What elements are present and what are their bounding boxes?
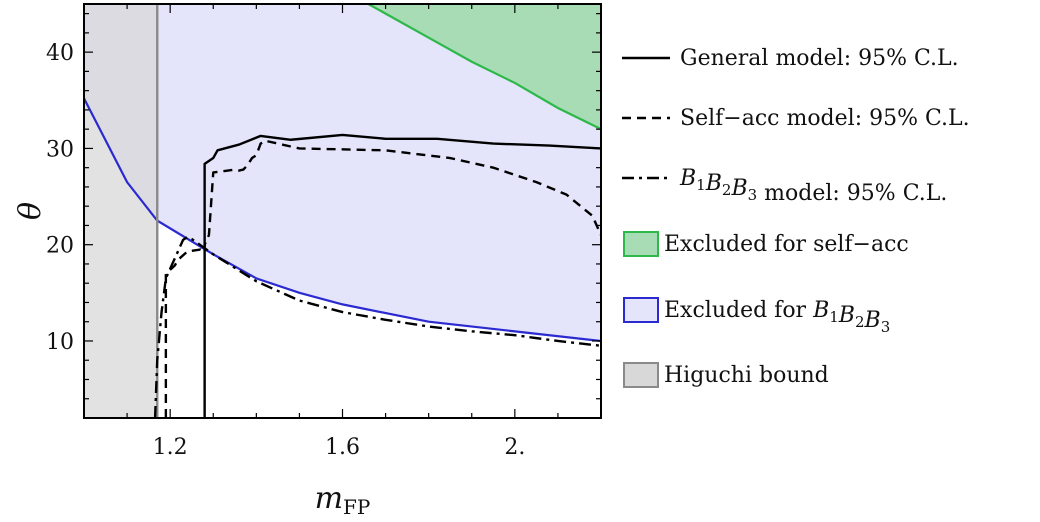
legend-label: General model: 95% C.L.: [680, 46, 959, 71]
legend-label: B1B2B3 model: 95% C.L.: [679, 166, 947, 206]
plot-clip-group: [84, 4, 601, 418]
legend-item: Self−acc model: 95% C.L.: [622, 106, 970, 131]
x-tick-label: 1.2: [153, 435, 188, 460]
legend: General model: 95% C.L. Self−acc model: 9…: [622, 46, 970, 388]
legend-item: Excluded for self−acc: [623, 231, 909, 257]
legend-item: Excluded for B1B2B3: [623, 297, 890, 336]
legend-swatch-box: [623, 362, 659, 388]
legend-label: Excluded for B1B2B3: [664, 298, 890, 336]
region-b1b2b3: [84, 4, 601, 341]
legend-label: Higuchi bound: [664, 363, 829, 388]
plot-area: [84, 4, 601, 418]
y-axis-label: θ: [13, 202, 48, 220]
legend-item: Higuchi bound: [623, 362, 829, 388]
legend-label: Self−acc model: 95% C.L.: [680, 106, 970, 131]
series-b1b2b3: [153, 235, 601, 418]
axes: 1.2 1.6 2. 10 20 30 40 mFP θ: [13, 3, 602, 519]
legend-swatch-box: [623, 231, 659, 257]
y-tick-label: 30: [46, 137, 74, 162]
series-general: [203, 133, 601, 418]
legend-item: General model: 95% C.L.: [622, 46, 959, 71]
legend-item: B1B2B3 model: 95% C.L.: [622, 166, 947, 206]
boundary-self-acc: [367, 4, 601, 131]
y-tick-label: 20: [46, 234, 74, 259]
legend-label: Excluded for self−acc: [664, 232, 909, 257]
boundary-b1b2b3: [84, 97, 601, 343]
y-tick-label: 10: [46, 330, 74, 355]
legend-swatch-box: [623, 297, 659, 323]
region-higuchi: [84, 4, 158, 418]
y-tick-label: 40: [46, 41, 74, 66]
series-self_acc: [164, 139, 601, 418]
x-tick-label: 2.: [504, 435, 525, 460]
x-axis-label: mFP: [315, 481, 371, 519]
x-tick-label: 1.6: [325, 435, 360, 460]
